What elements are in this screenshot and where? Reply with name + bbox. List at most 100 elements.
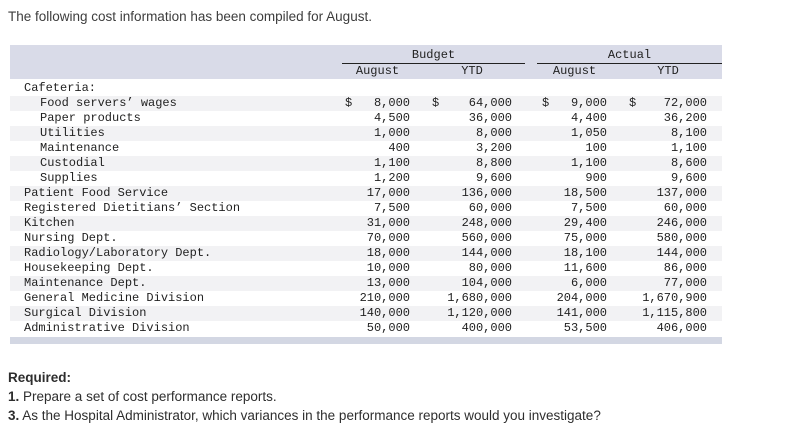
amount-value: 400,000	[461, 321, 512, 335]
table-body: Cafeteria: Food servers’ wages $8,000 $64,0…	[10, 81, 722, 336]
amount-cell: 100	[512, 141, 607, 156]
amount-value: 53,500	[563, 321, 607, 335]
amount-cell: 204,000	[512, 291, 607, 306]
row-label: Custodial	[40, 156, 105, 170]
amount-value: 86,000	[663, 261, 707, 275]
table-row: Registered Dietitians’ Section 7,500 60,00…	[10, 201, 722, 216]
amount-value: 75,000	[563, 231, 607, 245]
amount-value: 31,000	[366, 216, 410, 230]
group-header-row: Budget Actual	[10, 47, 722, 64]
amount-cell: 1,120,000	[410, 306, 512, 321]
amount-cell	[345, 81, 410, 96]
table-row: Nursing Dept. 70,000 560,000 75,000 580,000	[10, 231, 722, 246]
amount-cell: 75,000	[512, 231, 607, 246]
amount-cell: 18,100	[512, 246, 607, 261]
amount-cell: 7,500	[345, 201, 410, 216]
amount-value: 144,000	[656, 246, 707, 260]
amount-value: 11,600	[563, 261, 607, 275]
required-item-3-text: As the Hospital Administrator, which var…	[22, 408, 601, 423]
amount-cell: 80,000	[410, 261, 512, 276]
amount-value: 140,000	[359, 306, 410, 320]
row-label: Paper products	[40, 111, 141, 125]
actual-ytd-header: YTD	[657, 64, 679, 78]
table-row: Maintenance Dept. 13,000 104,000 6,000 77,00…	[10, 276, 722, 291]
amount-cell: 6,000	[512, 276, 607, 291]
amount-cell: 1,050	[512, 126, 607, 141]
amount-value: 8,100	[670, 126, 707, 140]
amount-cell: 3,200	[410, 141, 512, 156]
amount-cell: 1,100	[607, 141, 707, 156]
table-row: Housekeeping Dept. 10,000 80,000 11,600 86,0…	[10, 261, 722, 276]
table-row: Surgical Division 140,000 1,120,000 141,000…	[10, 306, 722, 321]
amount-value: 70,000	[366, 231, 410, 245]
table-row: Paper products 4,500 36,000 4,400 36,200	[10, 111, 722, 126]
amount-cell: 140,000	[345, 306, 410, 321]
dollar-sign: $	[542, 96, 550, 110]
amount-cell: 1,000	[345, 126, 410, 141]
amount-cell: 4,500	[345, 111, 410, 126]
required-item-3: 3. As the Hospital Administrator, which …	[8, 406, 601, 425]
amount-cell: 1,200	[345, 171, 410, 186]
table-row: Custodial 1,100 8,800 1,100 8,600	[10, 156, 722, 171]
required-heading: Required:	[8, 370, 72, 385]
amount-cell: 18,500	[512, 186, 607, 201]
row-label: Housekeeping Dept.	[24, 261, 154, 275]
table-row: Food servers’ wages $8,000 $64,000 $9,000 $7…	[10, 96, 722, 111]
amount-value: 246,000	[656, 216, 707, 230]
intro-text: The following cost information has been …	[8, 9, 372, 24]
amount-value: 4,500	[373, 111, 410, 125]
amount-cell: 136,000	[410, 186, 512, 201]
amount-cell: 141,000	[512, 306, 607, 321]
amount-value: 50,000	[366, 321, 410, 335]
amount-value: 1,100	[670, 141, 707, 155]
amount-value: 4,400	[570, 111, 607, 125]
cost-table: Budget Actual August YTD August YTD Cafe…	[10, 45, 722, 344]
amount-cell: 10,000	[345, 261, 410, 276]
amount-value: 1,670,900	[642, 291, 707, 305]
amount-cell: 18,000	[345, 246, 410, 261]
amount-value: 141,000	[556, 306, 607, 320]
table-header: Budget Actual August YTD August YTD	[10, 45, 722, 79]
amount-cell: 9,600	[410, 171, 512, 186]
amount-cell: 1,100	[345, 156, 410, 171]
row-label: Food servers’ wages	[40, 96, 177, 110]
amount-cell: $8,000	[345, 96, 410, 111]
table-row: Utilities 1,000 8,000 1,050 8,100	[10, 126, 722, 141]
amount-cell: 8,000	[410, 126, 512, 141]
amount-value: 9,000	[570, 96, 607, 110]
amount-cell: 70,000	[345, 231, 410, 246]
amount-value: 64,000	[468, 96, 512, 110]
amount-cell: 1,680,000	[410, 291, 512, 306]
amount-value: 1,680,000	[447, 291, 512, 305]
amount-cell: 50,000	[345, 321, 410, 336]
amount-cell: 406,000	[607, 321, 707, 336]
amount-cell: $9,000	[512, 96, 607, 111]
amount-cell: 17,000	[345, 186, 410, 201]
amount-cell: 13,000	[345, 276, 410, 291]
empty-header-cell	[10, 47, 345, 64]
amount-value: 7,500	[373, 201, 410, 215]
dollar-sign: $	[629, 96, 637, 110]
amount-value: 6,000	[570, 276, 607, 290]
amount-value: 8,000	[373, 96, 410, 110]
row-label: Cafeteria:	[24, 81, 97, 95]
row-label: Kitchen	[24, 216, 75, 230]
amount-cell: 60,000	[410, 201, 512, 216]
amount-value: 36,000	[468, 111, 512, 125]
amount-value: 560,000	[461, 231, 512, 245]
row-label: Administrative Division	[24, 321, 190, 335]
amount-cell: 104,000	[410, 276, 512, 291]
amount-cell: 8,600	[607, 156, 707, 171]
amount-value: 210,000	[359, 291, 410, 305]
row-label: Utilities	[40, 126, 105, 140]
table-row: Maintenance 400 3,200 100 1,100	[10, 141, 722, 156]
amount-value: 136,000	[461, 186, 512, 200]
amount-value: 137,000	[656, 186, 707, 200]
amount-value: 1,100	[570, 156, 607, 170]
amount-value: 18,500	[563, 186, 607, 200]
amount-cell: 900	[512, 171, 607, 186]
sub-header-row: August YTD August YTD	[10, 64, 722, 79]
amount-value: 1,120,000	[447, 306, 512, 320]
amount-value: 9,600	[475, 171, 512, 185]
amount-cell: 400	[345, 141, 410, 156]
